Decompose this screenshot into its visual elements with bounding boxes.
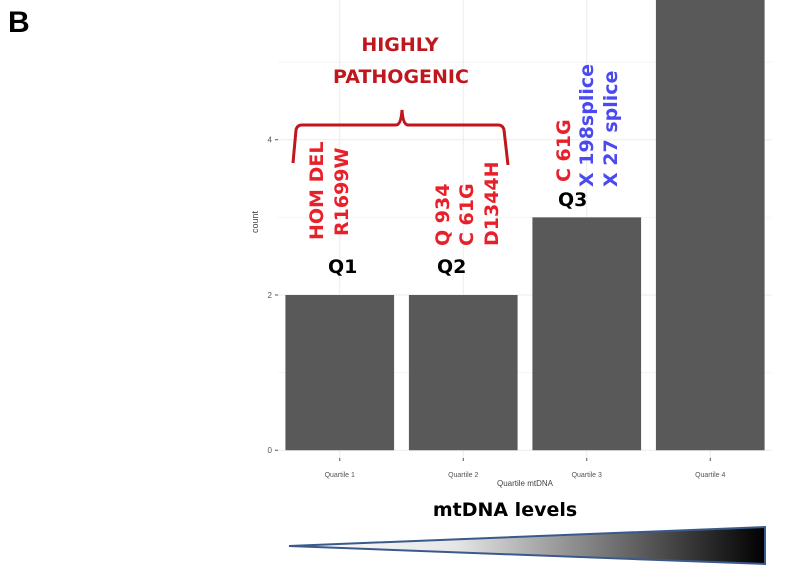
q1-label: Q1 (328, 256, 358, 278)
q2-variant-3: D1344H (481, 161, 503, 246)
x-tick-label: Quartile 2 (448, 472, 478, 479)
q2-variant-1: Q 934 (432, 183, 454, 246)
highly-pathogenic-line2: PATHOGENIC (333, 66, 469, 88)
bar-3 (532, 217, 642, 451)
q3-label: Q3 (558, 189, 588, 211)
x-tick-label: Quartile 4 (695, 472, 725, 479)
mtdna-levels-label: mtDNA levels (433, 499, 577, 521)
y-tick-label: 4 (268, 136, 273, 145)
bar-1 (285, 294, 395, 451)
y-tick-label: 0 (268, 446, 273, 455)
y-ticks: 0 2 4 (268, 136, 278, 455)
highly-pathogenic-line1: HIGHLY (361, 34, 439, 56)
x-tick-label: Quartile 1 (325, 472, 355, 479)
q3-variant-red-1: C 61G (553, 119, 575, 182)
q1-variant-1: HOM DEL (306, 141, 328, 240)
x-tick-label: Quartile 3 (572, 472, 602, 479)
highly-pathogenic-bracket (291, 109, 510, 166)
panel-letter: B (8, 6, 30, 39)
y-tick-label: 2 (268, 291, 273, 300)
mtdna-gradient-wedge (288, 525, 766, 566)
bar-4 (655, 0, 765, 451)
q2-label: Q2 (437, 256, 467, 278)
x-axis-label: Quartile mtDNA (497, 479, 554, 488)
q2-variant-2: C 61G (456, 183, 478, 246)
q3-variant-blue-1: X 198splice (576, 63, 598, 187)
bar-2 (408, 294, 518, 451)
x-ticks: Quartile 1 Quartile 2 Quartile 3 Quartile 4 (325, 458, 726, 479)
y-axis-label: count (250, 210, 260, 233)
q3-variant-blue-2: X 27 splice (600, 70, 622, 187)
bars (285, 0, 765, 451)
q1-variant-2: R1699W (331, 147, 353, 236)
